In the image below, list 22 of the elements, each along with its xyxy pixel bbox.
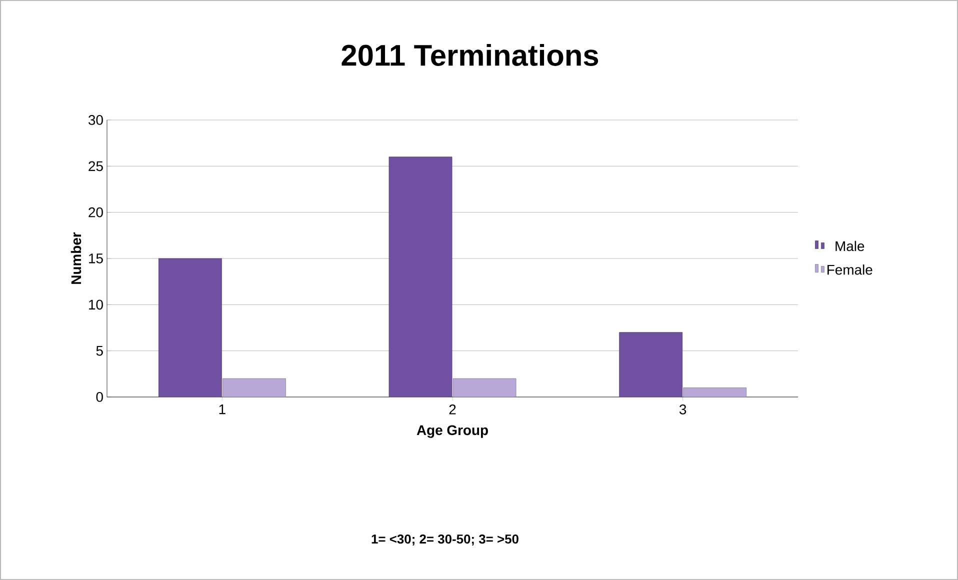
y-axis-title: Number (70, 232, 82, 284)
chart-title: 2011 Terminations (342, 44, 598, 66)
y-tick-label: 30 (88, 115, 103, 125)
x-axis-title: Age Group (416, 425, 488, 438)
y-tick-label: 15 (89, 254, 103, 264)
bar (158, 258, 222, 397)
bar (452, 378, 516, 397)
y-tick-label: 20 (88, 207, 103, 218)
x-tick-label: 2 (449, 404, 456, 414)
bar (388, 156, 452, 397)
text: 1= <30; 2= 30-50; 3= >50 (372, 534, 518, 546)
y-tick-label: 25 (88, 161, 103, 172)
y-tick-label: 0 (96, 392, 103, 402)
bar (683, 388, 747, 397)
bar (619, 332, 683, 397)
y-tick-label: 10 (89, 300, 103, 310)
y-tick-label: 5 (96, 346, 103, 356)
legend-label: Female (828, 264, 872, 275)
x-tick-label: 1 (219, 404, 226, 414)
x-tick-label: 3 (679, 404, 686, 414)
bar (222, 378, 286, 397)
legend-label: Male (836, 240, 864, 252)
